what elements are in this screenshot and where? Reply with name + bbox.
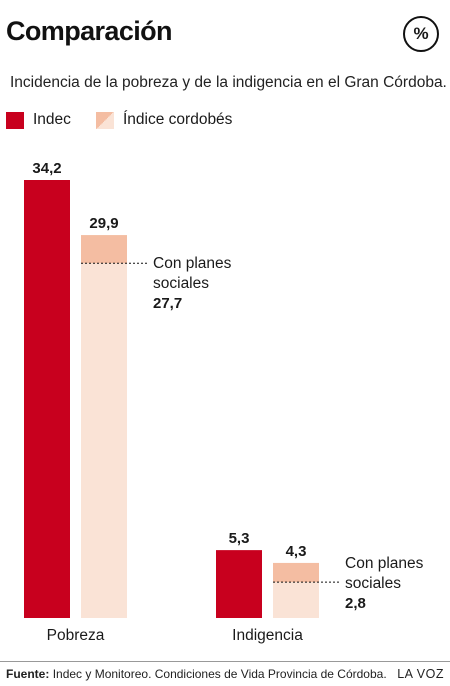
annotation-line2-pobreza: sociales	[153, 275, 209, 292]
value-label-indice-cordobes-indigencia: 4,3	[286, 543, 307, 560]
legend-label-indec: Indec	[33, 111, 71, 128]
legend-swatch-indice-cordobes	[96, 111, 114, 129]
footer-divider	[0, 661, 450, 662]
annotation-value-indigencia: 2,8	[345, 595, 366, 612]
bar-indice-cordobes-top-pobreza	[81, 235, 127, 264]
annotation-value-pobreza: 27,7	[153, 295, 182, 312]
annotation-line1-pobreza: Con planes	[153, 255, 232, 272]
category-label-pobreza: Pobreza	[47, 627, 105, 644]
source-text: Indec y Monitoreo. Condiciones de Vida P…	[52, 667, 387, 681]
legend-swatch-indec	[6, 111, 24, 129]
annotation-line1-indigencia: Con planes	[345, 555, 424, 572]
value-label-indice-cordobes-pobreza: 29,9	[89, 215, 118, 232]
bar-indice-cordobes-top-indigencia	[273, 562, 319, 583]
annotation-line2-indigencia: sociales	[345, 575, 401, 592]
chart-title: Comparación	[6, 16, 173, 46]
category-label-indigencia: Indigencia	[232, 627, 303, 644]
bar-indec-pobreza	[24, 180, 70, 618]
brand-logo-text: LA VOZ	[397, 667, 444, 681]
bar-indice-cordobes-base-pobreza	[81, 263, 127, 618]
value-label-indec-indigencia: 5,3	[229, 530, 250, 547]
bar-indec-indigencia	[216, 550, 262, 618]
percent-unit-badge: %	[403, 16, 439, 52]
bar-indice-cordobes-base-indigencia	[273, 582, 319, 618]
chart-subtitle: Incidencia de la pobreza y de la indigen…	[10, 74, 447, 91]
source-label: Fuente:	[6, 667, 50, 681]
legend-item-indice-cordobes: Índice cordobés	[96, 111, 232, 129]
source-note: Fuente: Indec y Monitoreo. Condiciones d…	[6, 667, 387, 681]
legend-item-indec: Indec	[6, 111, 71, 129]
legend-label-indice-cordobes: Índice cordobés	[123, 111, 233, 128]
value-label-indec-pobreza: 34,2	[32, 160, 61, 177]
